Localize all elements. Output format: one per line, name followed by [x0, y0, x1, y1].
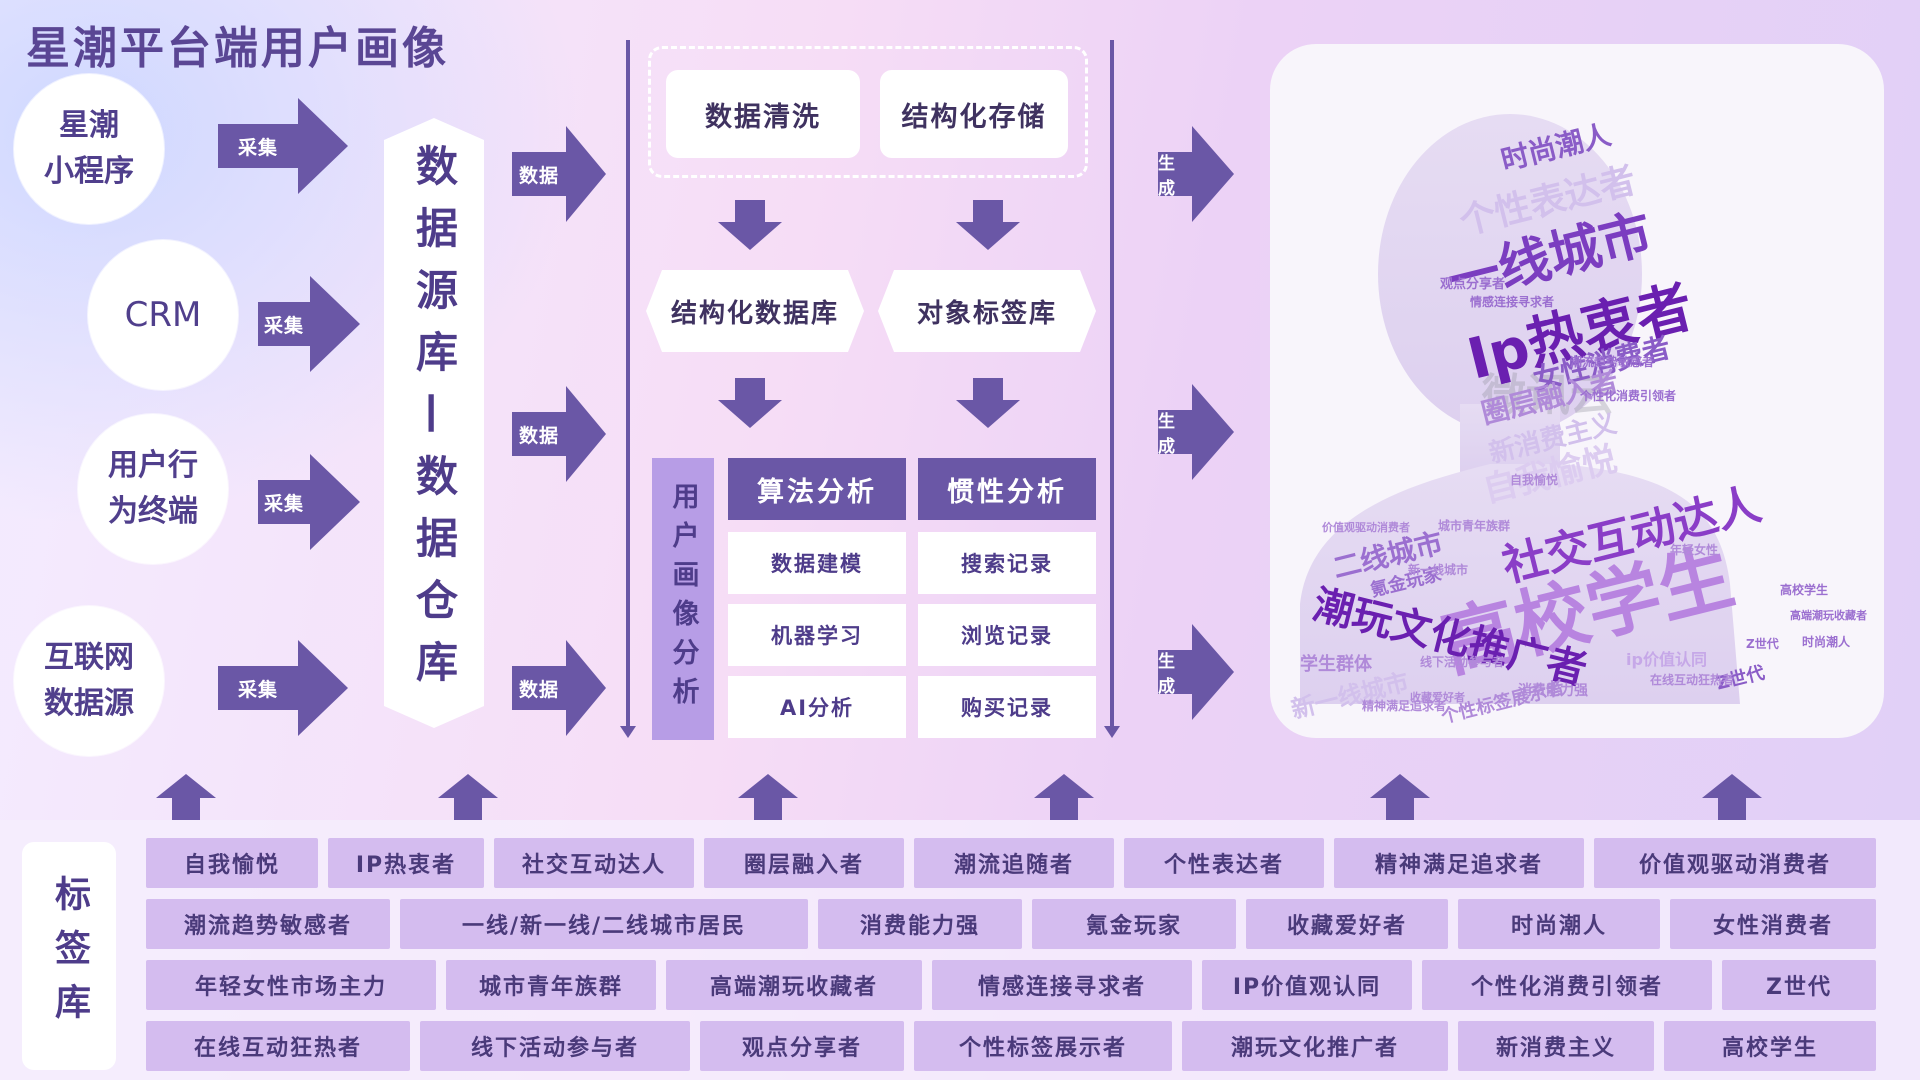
user-portrait-wordcloud-card: 微讯云 时尚潮人 个性表达者 一线城市 Ip热衷者 女性消费者 圈层融入者 新消…: [1270, 44, 1884, 738]
down-arrow-1: [718, 200, 782, 250]
tag: Z世代: [1722, 960, 1876, 1010]
tag: 一线/新一线/二线城市居民: [400, 899, 808, 949]
word: 城市青年族群: [1438, 519, 1511, 533]
collect-arrow-3: 采集: [258, 454, 360, 550]
algo-item-ai: AI分析: [728, 676, 906, 738]
word: 高校学生: [1780, 583, 1829, 597]
tag: 观点分享者: [700, 1021, 904, 1071]
structured-db-box: 结构化数据库: [646, 270, 864, 352]
tag: 潮玩文化推广者: [1182, 1021, 1448, 1071]
tag: 个性标签展示者: [914, 1021, 1172, 1071]
down-arrow-2: [956, 200, 1020, 250]
up-arrow-6: [1702, 774, 1762, 820]
word: 自我愉悦: [1510, 473, 1559, 487]
word: 情感连接寻求者: [1470, 295, 1555, 309]
word: 消费能力强: [1518, 683, 1588, 699]
tag: 个性化消费引领者: [1422, 960, 1712, 1010]
user-portrait-analysis-label: 用户画像分析: [652, 458, 714, 740]
word: ip价值认同: [1626, 650, 1707, 669]
tag: 时尚潮人: [1458, 899, 1660, 949]
down-arrow-4: [956, 378, 1020, 428]
inertia-item-purchase: 购买记录: [918, 676, 1096, 738]
left-flow-line: [626, 40, 630, 726]
data-arrow-3: 数据: [512, 640, 606, 736]
tag: 个性表达者: [1124, 838, 1324, 888]
tag: 线下活动参与者: [420, 1021, 690, 1071]
right-flow-line-tip: [1104, 726, 1120, 738]
up-arrow-5: [1370, 774, 1430, 820]
tag: 女性消费者: [1670, 899, 1876, 949]
tag: 价值观驱动消费者: [1594, 838, 1876, 888]
wordcloud-watermark: 微讯云: [1482, 370, 1614, 421]
tag: IP价值观认同: [1202, 960, 1412, 1010]
person-silhouette: [1300, 114, 1740, 704]
tag: 年轻女性市场主力: [146, 960, 436, 1010]
tag: 精神满足追求者: [1334, 838, 1584, 888]
word: Z世代: [1746, 637, 1779, 651]
tag: 在线互动狂热者: [146, 1021, 410, 1071]
cleaning-storage-group: [648, 46, 1088, 178]
right-flow-line: [1110, 40, 1114, 726]
word: 新一线城市: [1408, 563, 1469, 577]
tag: 收藏爱好者: [1246, 899, 1448, 949]
up-arrow-1: [156, 774, 216, 820]
source-mini-program: 星潮 小程序: [14, 74, 164, 224]
collect-arrow-2: 采集: [258, 276, 360, 372]
source-user-terminal: 用户行 为终端: [78, 414, 228, 564]
word: 个性化消费引领者: [1580, 389, 1677, 403]
inertia-analysis-header: 惯性分析: [918, 458, 1096, 520]
data-arrow-1: 数据: [512, 126, 606, 222]
word: 在线互动狂热者: [1650, 673, 1735, 687]
collect-arrow-1: 采集: [218, 98, 348, 194]
tag: 城市青年族群: [446, 960, 656, 1010]
word: 线下活动参与者: [1420, 655, 1505, 669]
source-internet: 互联网 数据源: [14, 606, 164, 756]
word: 精神满足追求者: [1362, 699, 1447, 713]
word: 价值观驱动消费者: [1322, 521, 1410, 534]
tag-library-label: 标签库: [22, 842, 116, 1070]
collect-arrow-4: 采集: [218, 640, 348, 736]
data-cleaning-box: 数据清洗: [666, 70, 860, 158]
tag: 消费能力强: [818, 899, 1022, 949]
generate-arrow-1: 生成: [1158, 126, 1234, 222]
tag: 情感连接寻求者: [932, 960, 1192, 1010]
algorithm-analysis-header: 算法分析: [728, 458, 906, 520]
word: 高端潮玩收藏者: [1790, 609, 1867, 622]
word: 年轻女性: [1670, 543, 1719, 557]
word: 学生群体: [1300, 654, 1372, 675]
data-arrow-2: 数据: [512, 386, 606, 482]
tag: 圈层融入者: [704, 838, 904, 888]
tag: 潮流趋势敏感者: [146, 899, 390, 949]
tag: 高端潮玩收藏者: [666, 960, 922, 1010]
tag: 社交互动达人: [494, 838, 694, 888]
tag: IP热衷者: [328, 838, 484, 888]
generate-arrow-3: 生成: [1158, 624, 1234, 720]
source-crm: CRM: [88, 240, 238, 390]
object-tag-db-box: 对象标签库: [878, 270, 1096, 352]
tag: 潮流追随者: [914, 838, 1114, 888]
up-arrow-2: [438, 774, 498, 820]
inertia-item-search: 搜索记录: [918, 532, 1096, 594]
word: 收藏爱好者: [1410, 691, 1465, 704]
up-arrow-3: [738, 774, 798, 820]
structured-storage-box: 结构化存储: [880, 70, 1068, 158]
tag: 高校学生: [1664, 1021, 1876, 1071]
word: 时尚潮人: [1802, 635, 1851, 649]
algo-item-ml: 机器学习: [728, 604, 906, 666]
word: 潮流趋势敏感者: [1570, 355, 1655, 369]
word: 观点分享者: [1440, 277, 1506, 292]
up-arrow-4: [1034, 774, 1094, 820]
inertia-item-browse: 浏览记录: [918, 604, 1096, 666]
tag: 自我愉悦: [146, 838, 318, 888]
left-flow-line-tip: [620, 726, 636, 738]
page-title: 星潮平台端用户画像: [26, 23, 449, 74]
generate-arrow-2: 生成: [1158, 384, 1234, 480]
tag: 新消费主义: [1458, 1021, 1654, 1071]
tag: 氪金玩家: [1032, 899, 1236, 949]
down-arrow-3: [718, 378, 782, 428]
algo-item-modeling: 数据建模: [728, 532, 906, 594]
data-warehouse: 数据源库—数据仓库: [384, 118, 484, 728]
